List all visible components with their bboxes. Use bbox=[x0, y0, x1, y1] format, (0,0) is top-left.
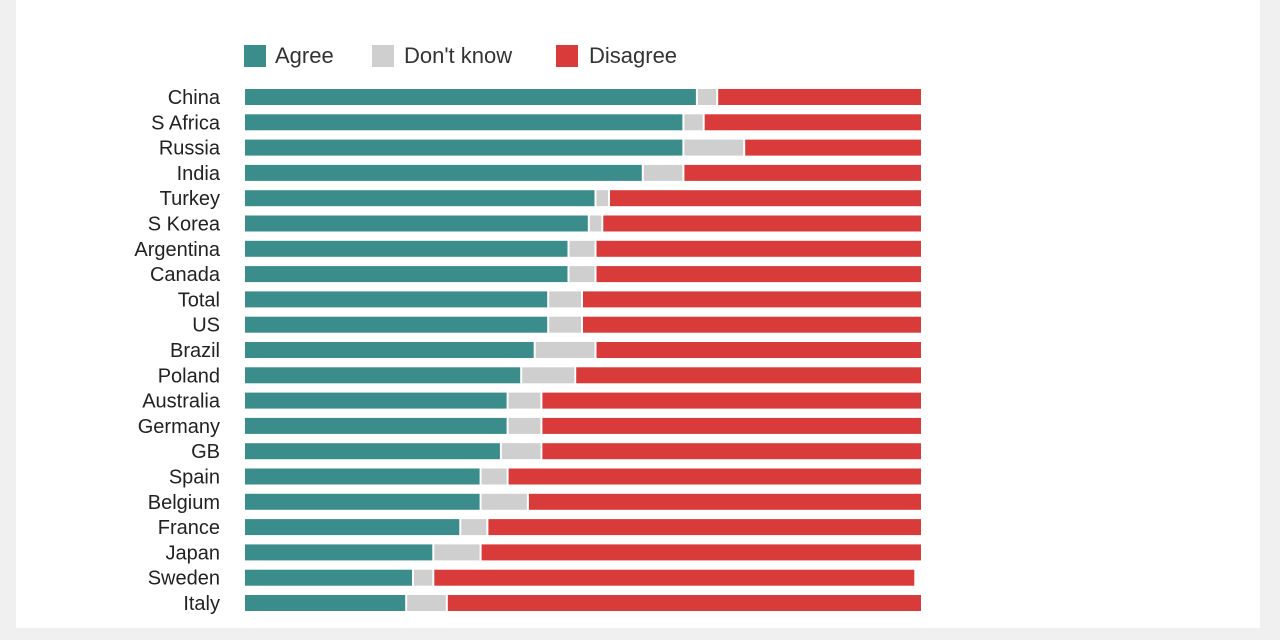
bar-agree-sweden bbox=[245, 569, 412, 586]
bar-dont-know-australia bbox=[508, 392, 541, 409]
category-label-sweden: Sweden bbox=[148, 568, 220, 590]
bar-agree-spain bbox=[245, 468, 480, 485]
legend: Agree Don't know Disagree bbox=[244, 43, 677, 68]
bar-disagree-sweden bbox=[434, 569, 915, 586]
bar-agree-us bbox=[245, 316, 548, 333]
bar-disagree-turkey bbox=[610, 190, 921, 207]
bar-agree-canada bbox=[245, 266, 568, 283]
bar-agree-belgium bbox=[245, 493, 480, 510]
bar-disagree-s-africa bbox=[704, 114, 921, 131]
legend-label-agree: Agree bbox=[275, 43, 334, 68]
category-label-australia: Australia bbox=[142, 391, 221, 413]
bar-agree-poland bbox=[245, 367, 521, 384]
legend-swatch-dont-know bbox=[372, 45, 394, 67]
category-label-gb: GB bbox=[191, 441, 220, 463]
bar-agree-total bbox=[245, 291, 548, 308]
legend-swatch-disagree bbox=[556, 45, 578, 67]
bar-dont-know-belgium bbox=[481, 493, 527, 510]
category-label-turkey: Turkey bbox=[160, 188, 220, 210]
bar-disagree-poland bbox=[576, 367, 921, 384]
bar-disagree-canada bbox=[596, 266, 921, 283]
bar-disagree-belgium bbox=[528, 493, 921, 510]
stacked-bar-chart: Agree Don't know Disagree China S Africa R… bbox=[134, 43, 921, 615]
bar-agree-china bbox=[245, 89, 696, 105]
bar-dont-know-italy bbox=[407, 595, 446, 611]
bar-disagree-s-korea bbox=[603, 215, 921, 232]
bar-agree-japan bbox=[245, 544, 433, 561]
bar-disagree-australia bbox=[542, 392, 921, 409]
category-label-brazil: Brazil bbox=[170, 340, 220, 362]
bar-dont-know-japan bbox=[434, 544, 480, 561]
category-label-belgium: Belgium bbox=[148, 492, 220, 514]
category-label-spain: Spain bbox=[169, 467, 220, 489]
bar-agree-s-korea bbox=[245, 215, 588, 232]
bar-dont-know-total bbox=[549, 291, 581, 308]
bar-agree-argentina bbox=[245, 240, 568, 257]
bar-dont-know-france bbox=[461, 519, 487, 536]
bar-dont-know-s-africa bbox=[684, 114, 703, 131]
category-label-russia: Russia bbox=[159, 138, 221, 160]
bar-agree-gb bbox=[245, 443, 500, 460]
bar-dont-know-poland bbox=[522, 367, 575, 384]
bar-dont-know-argentina bbox=[569, 240, 595, 257]
bar-dont-know-gb bbox=[501, 443, 541, 460]
category-label-japan: Japan bbox=[166, 542, 221, 564]
bars-group bbox=[245, 89, 921, 611]
bar-disagree-argentina bbox=[596, 240, 921, 257]
bar-disagree-china bbox=[718, 89, 921, 105]
bar-disagree-gb bbox=[542, 443, 921, 460]
bar-dont-know-canada bbox=[569, 266, 595, 283]
bar-disagree-spain bbox=[508, 468, 921, 485]
bar-disagree-russia bbox=[745, 139, 921, 156]
category-labels-group: China S Africa Russia India Turkey S Korea Arg… bbox=[134, 87, 221, 615]
category-label-china: China bbox=[168, 87, 221, 109]
category-label-canada: Canada bbox=[150, 264, 221, 286]
category-label-france: France bbox=[158, 517, 220, 539]
legend-label-dont-know: Don't know bbox=[404, 43, 512, 68]
bar-agree-s-africa bbox=[245, 114, 683, 131]
category-label-germany: Germany bbox=[138, 416, 220, 438]
category-label-s-africa: S Africa bbox=[151, 112, 221, 134]
bar-dont-know-china bbox=[697, 89, 717, 105]
bar-agree-germany bbox=[245, 417, 507, 434]
bar-dont-know-brazil bbox=[535, 342, 595, 358]
category-label-italy: Italy bbox=[183, 593, 220, 615]
category-label-total: Total bbox=[178, 289, 220, 311]
category-label-us: US bbox=[192, 315, 220, 337]
bar-agree-brazil bbox=[245, 342, 534, 358]
bar-dont-know-sweden bbox=[414, 569, 433, 586]
bar-dont-know-india bbox=[643, 164, 683, 181]
legend-label-disagree: Disagree bbox=[589, 43, 677, 68]
bar-agree-italy bbox=[245, 595, 406, 611]
category-label-poland: Poland bbox=[158, 365, 220, 387]
bar-dont-know-spain bbox=[481, 468, 507, 485]
bar-dont-know-us bbox=[549, 316, 581, 333]
bar-disagree-germany bbox=[542, 417, 921, 434]
category-label-india: India bbox=[177, 163, 221, 185]
bar-disagree-brazil bbox=[596, 342, 921, 358]
bar-disagree-italy bbox=[447, 595, 921, 611]
bar-agree-turkey bbox=[245, 190, 595, 207]
bar-disagree-total bbox=[583, 291, 921, 308]
bar-agree-france bbox=[245, 519, 460, 536]
bar-disagree-us bbox=[583, 316, 921, 333]
bar-disagree-japan bbox=[481, 544, 921, 561]
bar-dont-know-turkey bbox=[596, 190, 608, 207]
bar-agree-australia bbox=[245, 392, 507, 409]
bar-dont-know-germany bbox=[508, 417, 541, 434]
bar-dont-know-russia bbox=[684, 139, 744, 156]
bar-agree-india bbox=[245, 164, 642, 181]
chart-panel: Agree Don't know Disagree China S Africa R… bbox=[16, 0, 1260, 628]
bar-dont-know-s-korea bbox=[589, 215, 602, 232]
category-label-argentina: Argentina bbox=[134, 239, 220, 261]
bar-disagree-india bbox=[684, 164, 921, 181]
category-label-s-korea: S Korea bbox=[148, 214, 221, 236]
bar-agree-russia bbox=[245, 139, 683, 156]
legend-swatch-agree bbox=[244, 45, 266, 67]
bar-disagree-france bbox=[488, 519, 921, 536]
